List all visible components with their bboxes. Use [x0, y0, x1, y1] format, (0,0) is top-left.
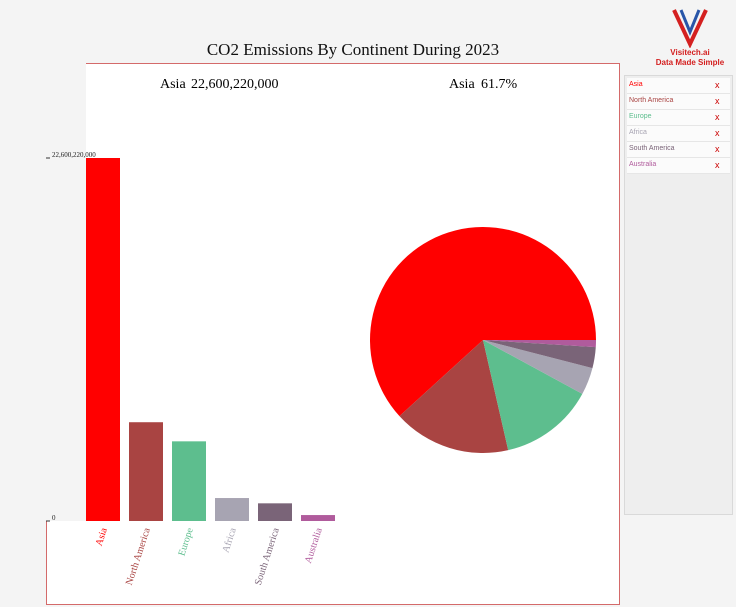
legend-item-label: Asia — [629, 81, 643, 88]
y-axis: 0 22,600,220,000 — [46, 151, 96, 522]
x-axis-labels: Asia North America Europe Africa South Ameri… — [94, 526, 325, 587]
legend-item-label: South America — [629, 145, 675, 152]
chart-canvas: Asia 22,600,220,000 Asia 61.7% 0 22,600,2… — [46, 63, 597, 587]
legend-item-label: Europe — [629, 113, 652, 120]
legend-remove-button[interactable]: x — [715, 160, 720, 170]
legend-remove-button[interactable]: x — [715, 144, 720, 154]
pie-slice-north-america[interactable] — [399, 340, 509, 453]
pie-slice-europe[interactable] — [483, 340, 583, 451]
bar-europe[interactable] — [172, 441, 206, 521]
pie-slice-south-america[interactable] — [483, 340, 596, 369]
pie-headline-category: Asia — [449, 77, 475, 92]
x-tick-label: Europe — [176, 526, 196, 557]
logo-name: Visitech.ai — [670, 48, 710, 57]
legend-item-north-america[interactable]: North America x — [627, 94, 730, 110]
bar-headline-value: 22,600,220,000 — [191, 77, 279, 92]
pie-slice-australia[interactable] — [483, 340, 597, 348]
y-tick-label: 22,600,220,000 — [52, 151, 96, 159]
pie-slice-africa[interactable] — [483, 340, 593, 394]
legend-item-australia[interactable]: Australia x — [627, 158, 730, 174]
bar-south-america[interactable] — [258, 503, 292, 521]
bar-africa[interactable] — [215, 498, 249, 521]
x-tick-label: South America — [253, 526, 282, 587]
x-tick-label: North America — [124, 526, 153, 587]
pie-series — [370, 227, 597, 453]
legend-item-asia[interactable]: Asia x — [627, 78, 730, 94]
legend-item-africa[interactable]: Africa x — [627, 126, 730, 142]
legend-panel: Asia x North America x Europe x Africa x South A… — [624, 75, 733, 515]
y-axis-band — [46, 63, 86, 521]
legend-item-label: Africa — [629, 129, 647, 136]
pie-headline-value: 61.7% — [481, 77, 518, 92]
legend-item-europe[interactable]: Europe x — [627, 110, 730, 126]
bar-north-america[interactable] — [129, 422, 163, 521]
y-tick-label: 0 — [52, 514, 56, 522]
x-tick-label: Africa — [220, 526, 239, 554]
legend-remove-button[interactable]: x — [715, 112, 720, 122]
legend-item-south-america[interactable]: South America x — [627, 142, 730, 158]
bar-asia[interactable] — [86, 158, 120, 521]
visitech-logo[interactable]: Visitech.ai Data Made Simple — [650, 4, 730, 70]
legend-remove-button[interactable]: x — [715, 80, 720, 90]
pie-slice-asia[interactable] — [370, 227, 596, 417]
bar-series — [86, 158, 335, 521]
chart-title: CO2 Emissions By Continent During 2023 — [206, 40, 500, 59]
legend-item-label: North America — [629, 97, 674, 104]
logo-v-mark-icon — [672, 9, 708, 49]
legend-item-label: Australia — [629, 161, 657, 168]
bar-headline-category: Asia — [160, 77, 186, 92]
x-tick-label: Asia — [94, 526, 110, 547]
legend-remove-button[interactable]: x — [715, 96, 720, 106]
logo-tagline: Data Made Simple — [655, 58, 725, 67]
x-tick-label: Australia — [303, 526, 325, 565]
bar-australia[interactable] — [301, 515, 335, 521]
legend-remove-button[interactable]: x — [715, 128, 720, 138]
